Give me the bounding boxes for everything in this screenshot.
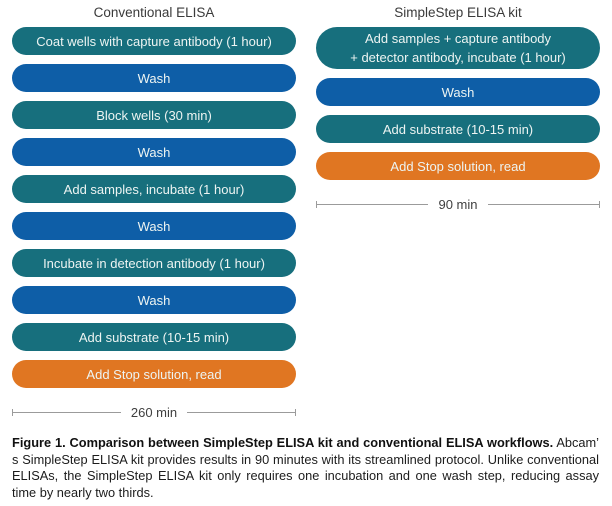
step-label: Wash	[137, 292, 171, 308]
duration-bracket-conventional: 260 min	[12, 405, 296, 420]
simplestep-column-title: SimpleStep ELISA kit	[394, 5, 522, 20]
step-add-substrate: Add substrate (10-15 min)	[316, 115, 600, 143]
step-label: Wash	[441, 84, 475, 100]
step-block-wells: Block wells (30 min)	[12, 101, 296, 129]
step-detection-antibody: Incubate in detection antibody (1 hour)	[12, 249, 296, 277]
step-label: Wash	[137, 218, 171, 234]
step-add-samples-antibodies: Add samples + capture antibody + detecto…	[316, 27, 600, 69]
step-wash: Wash	[316, 78, 600, 106]
figure-caption: Figure 1. Comparison between SimpleStep …	[0, 420, 612, 501]
workflow-comparison: Conventional ELISA Coat wells with captu…	[12, 4, 601, 420]
step-label: Wash	[137, 144, 171, 160]
step-label-line2: + detector antibody, incubate (1 hour)	[350, 50, 566, 65]
step-label: Block wells (30 min)	[96, 107, 212, 123]
bracket-line-right	[487, 201, 601, 208]
step-label: Incubate in detection antibody (1 hour)	[43, 255, 265, 271]
step-label: Add Stop solution, read	[86, 366, 222, 382]
step-add-samples: Add samples, incubate (1 hour)	[12, 175, 296, 203]
step-label: Add Stop solution, read	[390, 158, 526, 174]
step-wash-1: Wash	[12, 64, 296, 92]
step-label: Add substrate (10-15 min)	[382, 121, 534, 137]
step-coat-wells: Coat wells with capture antibody (1 hour…	[12, 27, 296, 55]
step-label: Add substrate (10-15 min)	[78, 329, 230, 345]
conventional-column-title: Conventional ELISA	[93, 5, 215, 20]
simplestep-elisa-column: SimpleStep ELISA kit Add samples + captu…	[316, 4, 601, 420]
bracket-line-left	[316, 201, 429, 208]
step-label: Coat wells with capture antibody (1 hour…	[36, 33, 272, 49]
step-add-substrate: Add substrate (10-15 min)	[12, 323, 296, 351]
bracket-line-left	[12, 409, 121, 416]
duration-bracket-simplestep: 90 min	[316, 197, 601, 212]
bracket-line-right	[187, 409, 296, 416]
step-wash-2: Wash	[12, 138, 296, 166]
step-stop-solution: Add Stop solution, read	[316, 152, 600, 180]
step-label: Add samples, incubate (1 hour)	[63, 181, 245, 197]
duration-label: 260 min	[130, 405, 178, 420]
step-label-line1: Add samples + capture antibody	[364, 31, 552, 46]
step-wash-4: Wash	[12, 286, 296, 314]
figure-caption-body: Abcam’ s SimpleStep ELISA kit provides r…	[12, 435, 599, 500]
figure-caption-bold: Figure 1. Comparison between SimpleStep …	[12, 435, 554, 450]
step-stop-solution: Add Stop solution, read	[12, 360, 296, 388]
conventional-elisa-column: Conventional ELISA Coat wells with captu…	[12, 4, 296, 420]
duration-label: 90 min	[438, 197, 478, 212]
step-label: Wash	[137, 70, 171, 86]
step-wash-3: Wash	[12, 212, 296, 240]
